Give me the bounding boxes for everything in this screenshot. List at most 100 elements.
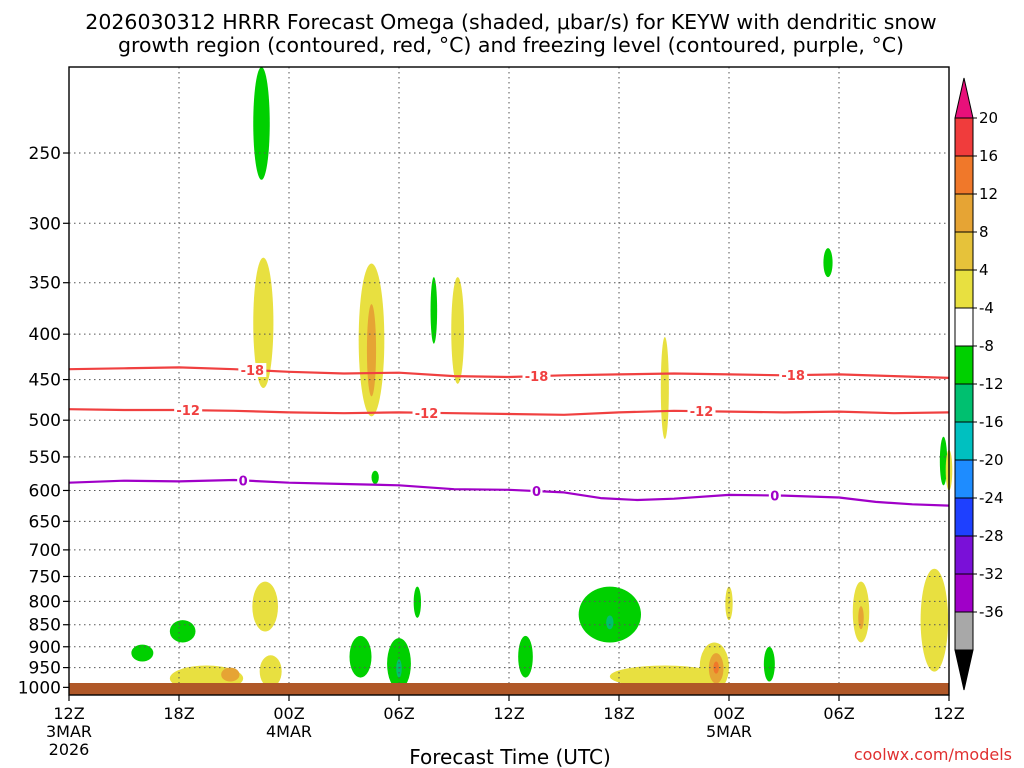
x-tick-label-18: 06Z xyxy=(383,704,414,723)
colorbar-label-12: -32 xyxy=(979,565,1004,583)
plot-area: -18 -18 -18 -12 -12 -12 0 0 0 xyxy=(68,66,953,696)
colorbar-segment-10 xyxy=(954,497,974,537)
contour-label-dgz_-12-2: -12 xyxy=(690,405,714,420)
contour-label-dgz_-12-0: -12 xyxy=(176,404,200,419)
x-tick-sublabel-0-0: 3MAR xyxy=(46,722,92,741)
omega-blob-29 xyxy=(763,646,775,682)
x-tick-label-42: 06Z xyxy=(823,704,854,723)
plot-background xyxy=(69,67,949,695)
omega-blob-17 xyxy=(259,655,282,688)
colorbar-label-13: -36 xyxy=(979,603,1004,621)
omega-blob-1 xyxy=(253,257,274,389)
colorbar-segment-13 xyxy=(954,611,974,651)
contour-label-bg-dgz_-12-2 xyxy=(687,404,716,419)
omega-blob-14 xyxy=(131,644,154,662)
colorbar-label-0: 20 xyxy=(979,109,998,127)
colorbar-label-2: 12 xyxy=(979,185,998,203)
contour-label-bg-dgz_-18-2 xyxy=(779,368,808,383)
omega-blob-12 xyxy=(413,586,422,618)
colorbar-label-8: -16 xyxy=(979,413,1004,431)
colorbar-segment-2 xyxy=(954,193,974,233)
contour-label-freezing_0-2: 0 xyxy=(770,489,779,504)
colorbar-label-9: -20 xyxy=(979,451,1004,469)
colorbar-segment-0 xyxy=(954,117,974,157)
y-tick-label-950: 950 xyxy=(29,659,61,679)
chart-title-line-1: 2026030312 HRRR Forecast Omega (shaded, … xyxy=(85,10,936,34)
omega-blob-7 xyxy=(823,248,833,278)
contour-lines: -18 -18 -18 -12 -12 -12 0 0 0 xyxy=(68,363,950,507)
y-tick-label-450: 450 xyxy=(29,371,61,391)
x-tick-sublabel-0-1: 2026 xyxy=(49,740,90,759)
contour-label-dgz_-18-2: -18 xyxy=(781,369,805,384)
omega-blob-3 xyxy=(366,304,377,397)
y-tick-label-650: 650 xyxy=(29,512,61,532)
omega-blob-10 xyxy=(371,470,379,484)
colorbar-label-1: 16 xyxy=(979,147,998,165)
omega-blob-8 xyxy=(939,436,948,486)
x-tick-label-24: 12Z xyxy=(493,704,524,723)
x-tick-sublabel-36-0: 5MAR xyxy=(706,722,752,741)
omega-blob-20 xyxy=(396,659,402,678)
omega-blob-24 xyxy=(609,665,720,688)
contour-label-bg-freezing_0-1 xyxy=(530,484,543,499)
colorbar-segment-3 xyxy=(954,231,974,271)
x-axis-label: Forecast Time (UTC) xyxy=(409,745,611,768)
credit-text: coolwx.com/models xyxy=(854,745,1012,764)
contour-label-dgz_-18-1: -18 xyxy=(525,370,549,385)
y-tick-label-800: 800 xyxy=(29,592,61,612)
y-tick-label-250: 250 xyxy=(29,144,61,164)
x-tick-label-48: 12Z xyxy=(933,704,964,723)
omega-blob-23 xyxy=(606,615,614,630)
omega-blob-32 xyxy=(920,568,949,672)
colorbar-label-3: 8 xyxy=(979,223,989,241)
contour-label-bg-freezing_0-0 xyxy=(237,473,250,488)
colorbar-segment-8 xyxy=(954,421,974,461)
x-tick-label-30: 18Z xyxy=(603,704,634,723)
colorbar-segment-7 xyxy=(954,383,974,423)
omega-blob-16 xyxy=(221,667,240,682)
colorbar: 20 16 12 8 4 -4 -8 -12 -16 -20 -24 -28 -32 -36 xyxy=(954,77,1004,691)
y-tick-label-750: 750 xyxy=(29,567,61,587)
y-tick-label-900: 900 xyxy=(29,638,61,658)
omega-blob-18 xyxy=(349,635,372,678)
omega-blob-13 xyxy=(169,620,196,643)
x-tick-label-0: 12Z xyxy=(53,704,84,723)
y-tick-label-350: 350 xyxy=(29,274,61,294)
x-tick-label-12: 00Z xyxy=(273,704,304,723)
contour-label-freezing_0-0: 0 xyxy=(239,474,248,489)
omega-blob-31 xyxy=(858,606,864,630)
y-tick-label-500: 500 xyxy=(29,411,61,431)
pressure-axis: 2503003504004505005506006507007508008509… xyxy=(18,144,69,698)
omega-blob-6 xyxy=(660,337,669,439)
y-tick-label-700: 700 xyxy=(29,541,61,561)
y-tick-label-1000: 1000 xyxy=(18,678,61,698)
colorbar-top-arrow xyxy=(954,77,974,119)
contour-label-dgz_-18-0: -18 xyxy=(241,364,265,379)
contour-dgz_-12 xyxy=(68,408,950,416)
contour-label-bg-dgz_-18-0 xyxy=(238,363,267,378)
x-tick-sublabel-12-0: 4MAR xyxy=(266,722,312,741)
y-tick-label-300: 300 xyxy=(29,214,61,234)
colorbar-segment-5 xyxy=(954,307,974,347)
colorbar-label-5: -4 xyxy=(979,299,994,317)
colorbar-segment-4 xyxy=(954,269,974,309)
y-tick-label-550: 550 xyxy=(29,448,61,468)
contour-label-dgz_-12-1: -12 xyxy=(415,407,439,422)
colorbar-label-10: -24 xyxy=(979,489,1004,507)
omega-blob-21 xyxy=(518,635,533,678)
contour-freezing_0 xyxy=(68,478,950,507)
colorbar-label-7: -12 xyxy=(979,375,1004,393)
colorbar-segment-11 xyxy=(954,535,974,575)
omega-blob-22 xyxy=(578,586,641,643)
omega-blob-0 xyxy=(253,67,270,180)
colorbar-segment-6 xyxy=(954,345,974,385)
x-tick-label-6: 18Z xyxy=(163,704,194,723)
omega-blob-27 xyxy=(713,661,719,674)
omega-blob-11 xyxy=(252,581,278,632)
colorbar-bottom-arrow xyxy=(954,649,974,691)
colorbar-label-6: -8 xyxy=(979,337,994,355)
contour-label-bg-dgz_-12-1 xyxy=(412,405,441,420)
x-tick-label-36: 00Z xyxy=(713,704,744,723)
